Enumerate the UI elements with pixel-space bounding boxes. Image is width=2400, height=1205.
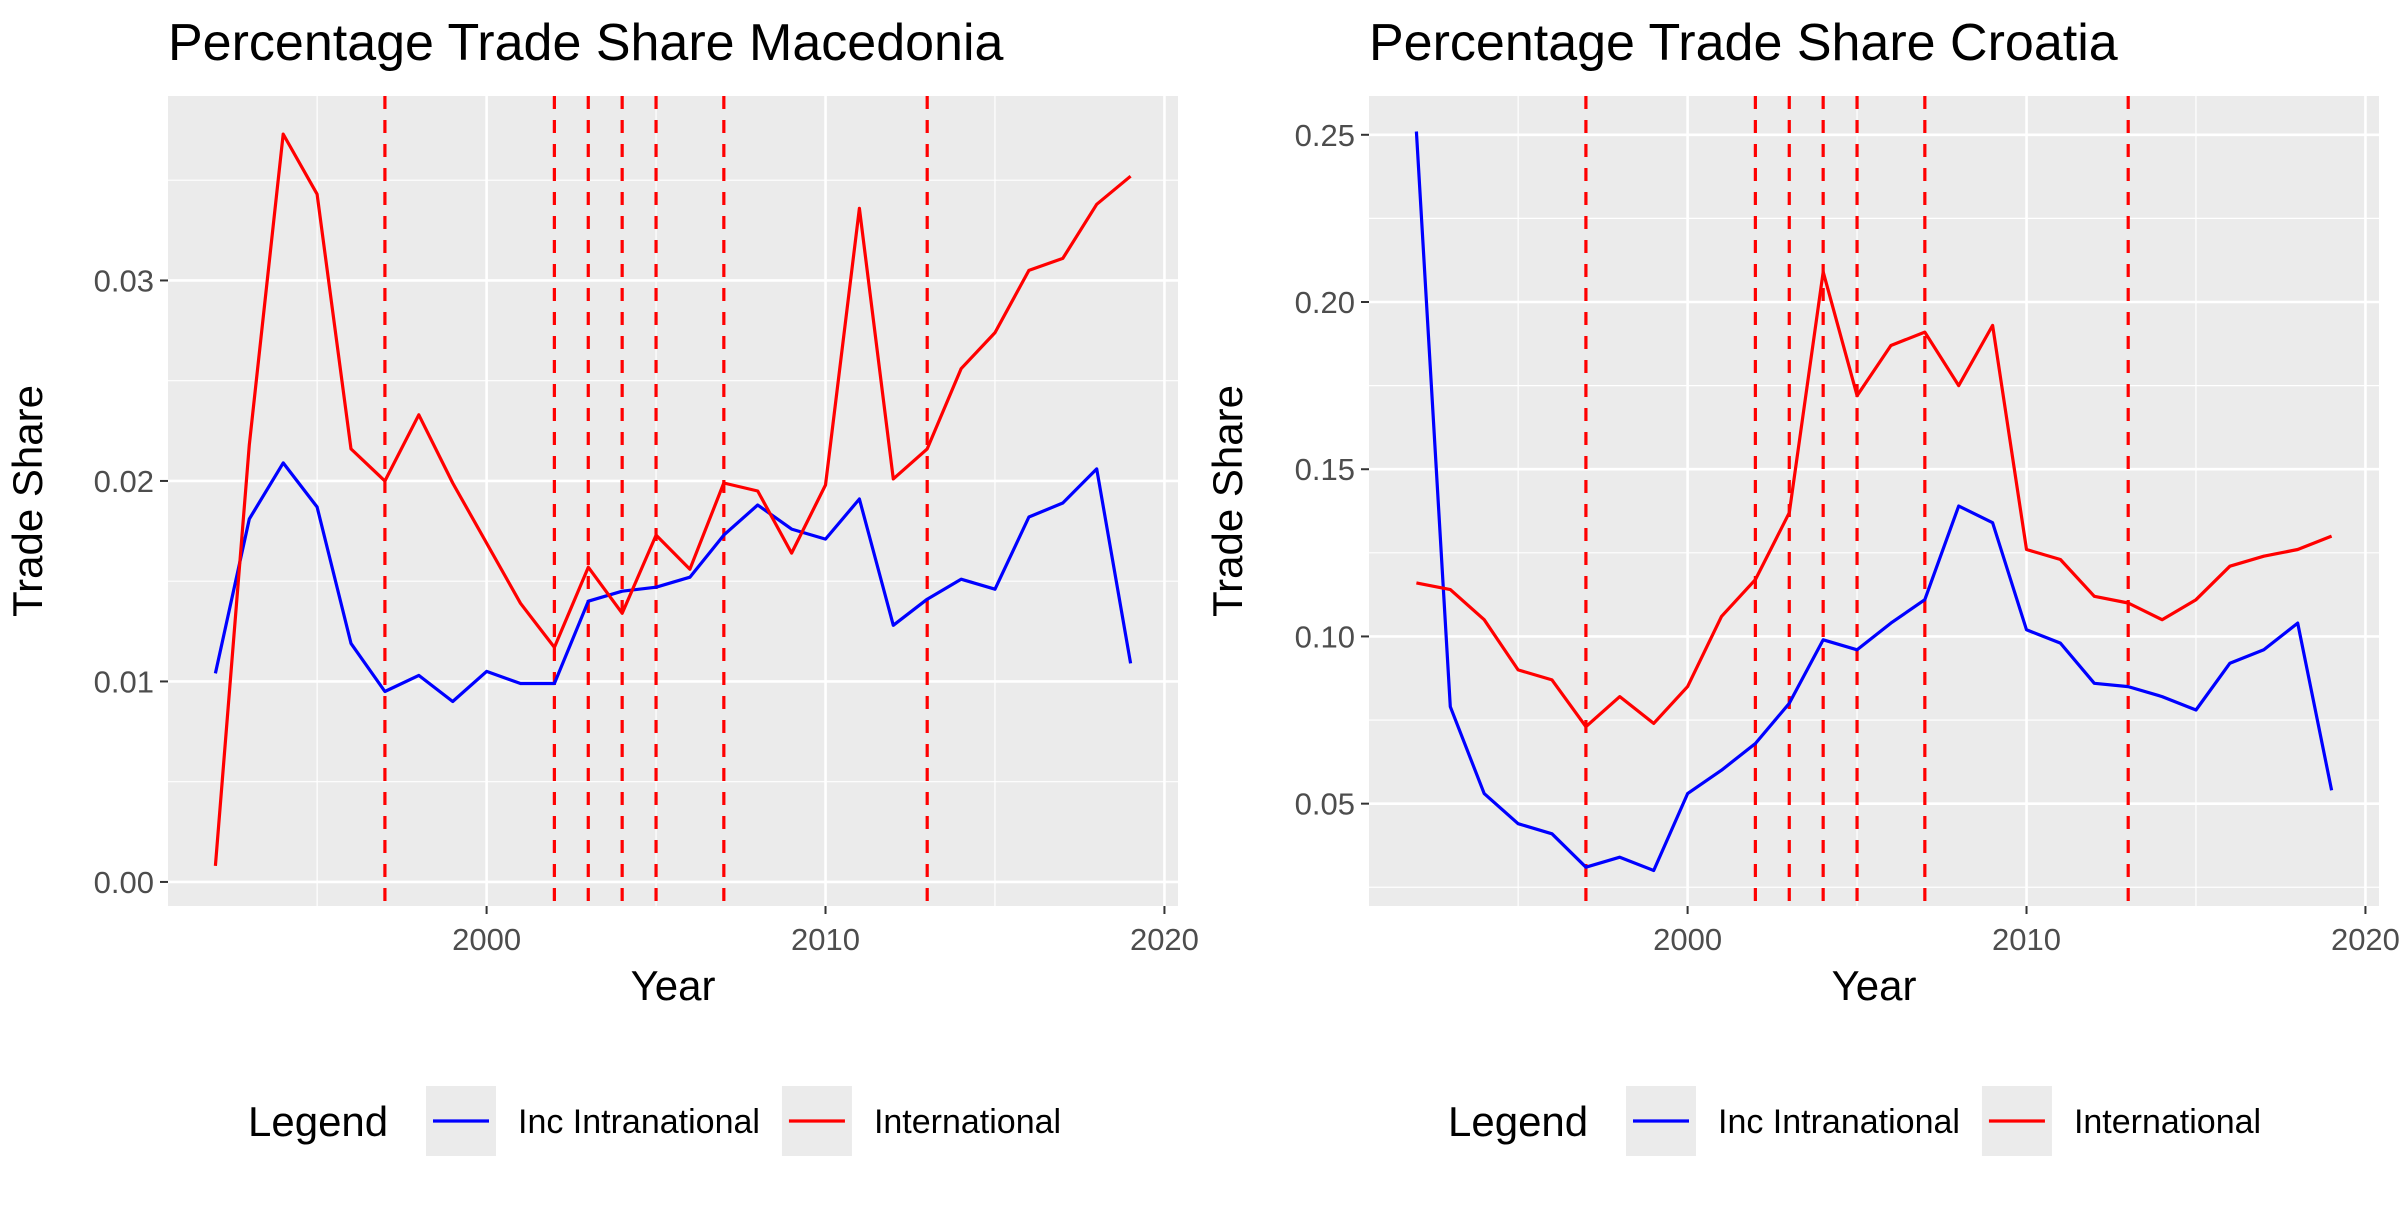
y-axis-title: Trade Share: [4, 385, 51, 617]
series-line-inc-intranational: [213, 461, 1133, 704]
chart-title: Percentage Trade Share Croatia: [1369, 14, 2118, 72]
legend-title: Legend: [1448, 1098, 1588, 1145]
x-tick-label: 2010: [791, 922, 860, 957]
legend-item: Inc Intranational: [1626, 1086, 1960, 1156]
chart-panel-0: 0.00 0.01 0.02 0.03 2000 2010 2020 Percentage T…: [4, 14, 1199, 1156]
y-axis-title: Trade Share: [1204, 385, 1251, 617]
y-tick-label: 0.10: [1295, 619, 1355, 654]
x-tick-label: 2020: [1130, 922, 1199, 957]
legend-label: International: [874, 1103, 1061, 1141]
y-tick-label: 0.00: [94, 865, 154, 900]
chart-panel-1: 0.05 0.10 0.15 0.20 0.25 2000 2010 2020 Percenta…: [1204, 14, 2400, 1156]
legend-item: Inc Intranational: [426, 1086, 760, 1156]
series-line-international: [1416, 270, 2333, 729]
y-tick-label: 0.03: [94, 263, 154, 298]
legend-title: Legend: [248, 1098, 388, 1145]
y-tick-label: 0.05: [1295, 787, 1355, 822]
legend-label: Inc Intranational: [518, 1103, 760, 1141]
series-line-international: [213, 132, 1132, 867]
plot-panel: [168, 96, 1178, 906]
y-tick-label: 0.15: [1295, 452, 1355, 487]
x-tick-label: 2020: [2331, 922, 2400, 957]
legend-label: International: [2074, 1103, 2261, 1141]
x-tick-label: 2000: [1653, 922, 1722, 957]
legend-item: International: [781, 1086, 1061, 1156]
plot-panel: [1369, 96, 2379, 906]
x-tick-label: 2010: [1992, 922, 2061, 957]
x-axis-title: Year: [631, 962, 716, 1009]
y-tick-label: 0.02: [94, 464, 154, 499]
legend-label: Inc Intranational: [1718, 1103, 1960, 1141]
x-tick-label: 2000: [452, 922, 521, 957]
y-tick-label: 0.01: [94, 664, 154, 699]
y-tick-label: 0.25: [1295, 118, 1355, 153]
chart-title: Percentage Trade Share Macedonia: [168, 14, 1004, 72]
y-tick-label: 0.20: [1295, 285, 1355, 320]
x-axis-title: Year: [1832, 962, 1917, 1009]
series-line-inc-intranational: [1414, 131, 2334, 873]
legend-item: International: [1981, 1086, 2261, 1156]
